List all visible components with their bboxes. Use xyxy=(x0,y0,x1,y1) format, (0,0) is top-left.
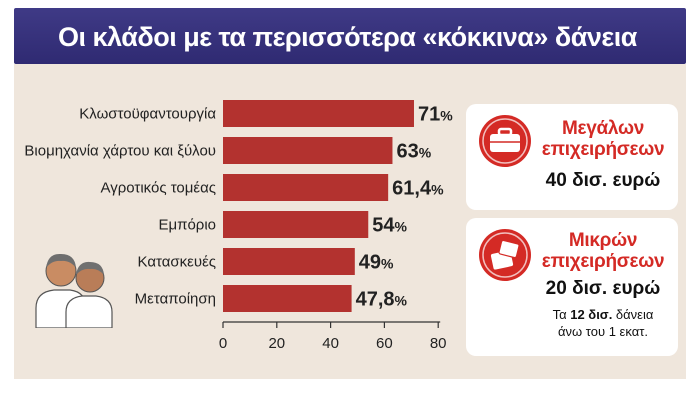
large-card-amount: 40 δισ. ευρώ xyxy=(545,170,661,191)
bar-1 xyxy=(223,137,393,164)
briefcase-icon xyxy=(479,115,531,167)
value-label-5: 47,8% xyxy=(356,289,408,311)
bar-3 xyxy=(223,211,369,238)
value-label-1: 63% xyxy=(396,141,431,163)
category-label-2: Αγροτικός τομέας xyxy=(101,180,217,197)
large-business-card: Μεγάλων επιχειρήσεων 40 δισ. ευρώ xyxy=(466,104,678,210)
header-banner: Οι κλάδοι με τα περισσότερα «κόκκινα» δά… xyxy=(14,8,686,64)
category-label-3: Εμπόριο xyxy=(158,217,216,234)
category-label-1: Βιομηχανία χάρτου και ξύλου xyxy=(24,143,216,160)
value-label-4: 49% xyxy=(359,252,394,274)
category-label-4: Κατασκευές xyxy=(138,254,216,271)
value-label-0: 71% xyxy=(418,104,453,126)
x-tick-label-3: 60 xyxy=(376,335,393,352)
value-label-2: 61,4% xyxy=(392,178,444,200)
large-card-heading-line2: επιχειρήσεων xyxy=(541,139,665,160)
x-tick-label-2: 40 xyxy=(322,335,339,352)
small-card-heading: Μικρών επιχειρήσεων xyxy=(528,230,678,272)
large-card-heading-line1: Μεγάλων xyxy=(562,118,644,139)
small-card-note-line2: άνω του 1 εκατ. xyxy=(558,324,648,339)
panel-footer xyxy=(14,379,686,397)
x-tick-label-4: 80 xyxy=(430,335,447,352)
value-suffix-3: % xyxy=(395,219,408,235)
note-suffix: δάνεια xyxy=(612,307,654,322)
value-label-3: 54% xyxy=(372,215,407,237)
small-card-note: Τα 12 δισ. δάνεια άνω του 1 εκατ. xyxy=(528,306,678,340)
note-prefix: Τα xyxy=(552,307,571,322)
bar-2 xyxy=(223,174,389,201)
note-bold: 12 δισ. xyxy=(570,307,613,322)
people-icon xyxy=(35,253,113,328)
small-card-heading-line1: Μικρών xyxy=(568,230,638,251)
large-card-heading: Μεγάλων επιχειρήσεων xyxy=(528,118,678,160)
value-suffix-1: % xyxy=(419,145,432,161)
category-label-0: Κλωστοϋφαντουργία xyxy=(79,106,216,123)
x-tick-label-0: 0 xyxy=(219,335,227,352)
value-suffix-2: % xyxy=(431,182,444,198)
bar-4 xyxy=(223,248,355,275)
bar-0 xyxy=(223,100,414,127)
small-card-note-line1: Τα 12 δισ. δάνεια xyxy=(528,306,678,323)
stacked-boxes-icon xyxy=(479,229,531,281)
small-card-amount: 20 δισ. ευρώ xyxy=(545,278,661,299)
value-suffix-4: % xyxy=(381,256,394,272)
x-tick-label-1: 20 xyxy=(268,335,285,352)
small-card-heading-line2: επιχειρήσεων xyxy=(541,251,665,272)
chart-title: Οι κλάδοι με τα περισσότερα «κόκκινα» δά… xyxy=(58,22,637,52)
value-suffix-5: % xyxy=(395,293,408,309)
bar-5 xyxy=(223,285,352,312)
category-label-5: Μεταποίηση xyxy=(135,291,216,308)
value-suffix-0: % xyxy=(440,108,453,124)
small-business-card: Μικρών επιχειρήσεων 20 δισ. ευρώ Τα 12 δ… xyxy=(466,218,678,356)
